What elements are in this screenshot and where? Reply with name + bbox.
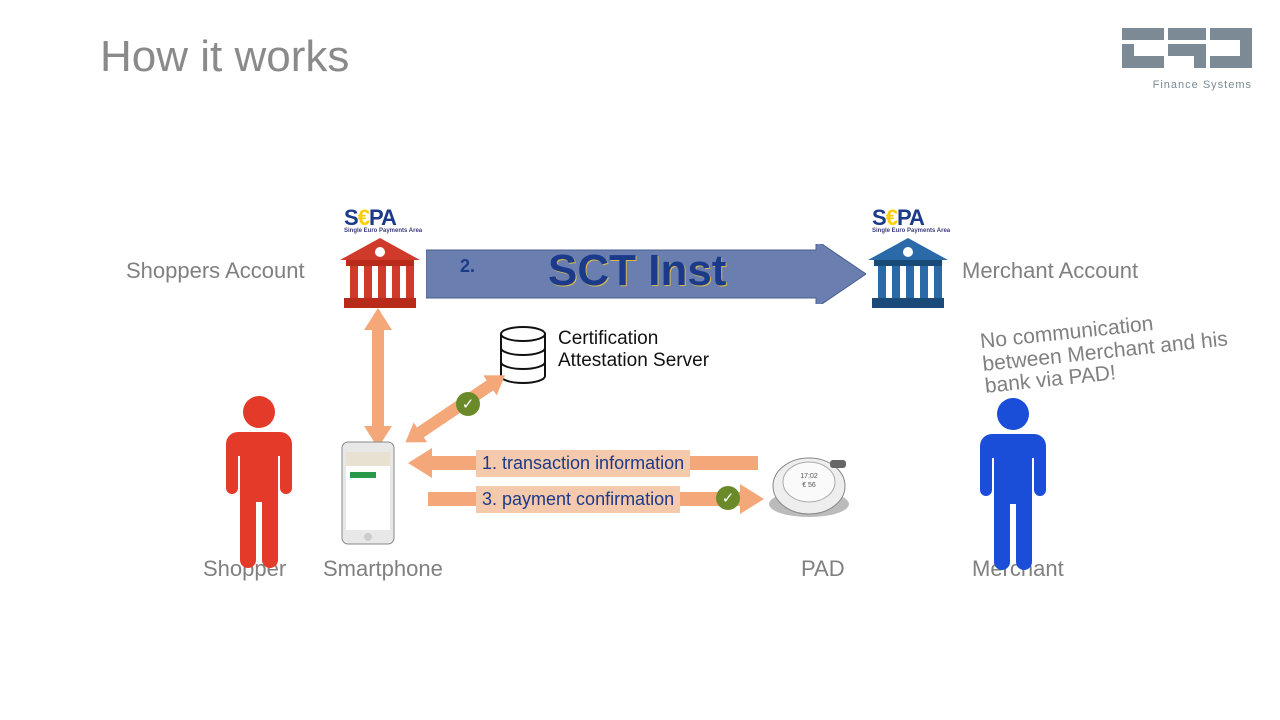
svg-text:€ 56: € 56	[802, 482, 816, 489]
label-smartphone: Smartphone	[323, 556, 443, 582]
step-2-number: 2.	[460, 256, 475, 277]
bank-icon-red	[340, 238, 420, 310]
flow-label-step1: 1. transaction information	[476, 450, 690, 477]
smartphone-icon	[340, 440, 396, 546]
check-icon-confirm: ✓	[716, 486, 740, 510]
sepa-logo-left: S€PA Single Euro Payments Area	[344, 205, 422, 234]
svg-text:17:02: 17:02	[800, 473, 818, 480]
label-shoppers-account: Shoppers Account	[126, 258, 305, 284]
merchant-icon	[976, 396, 1050, 571]
pad-icon: 17:02 € 56	[768, 452, 850, 518]
arrow-phone-server	[398, 368, 518, 458]
shopper-icon	[222, 394, 296, 569]
diagram: Shoppers Account Merchant Account Shoppe…	[0, 0, 1280, 720]
sct-inst-text: SCT Inst	[548, 246, 726, 296]
note-no-communication: No communication between Merchant and hi…	[979, 305, 1235, 399]
sepa-logo-right: S€PA Single Euro Payments Area	[872, 205, 950, 234]
arrow-bank-phone	[360, 308, 396, 448]
label-pad: PAD	[801, 556, 845, 582]
check-icon-server: ✓	[456, 392, 480, 416]
flow-label-step3: 3. payment confirmation	[476, 486, 680, 513]
bank-icon-blue	[868, 238, 948, 310]
server-label: Certification Attestation Server	[558, 328, 709, 372]
label-merchant-account: Merchant Account	[962, 258, 1138, 284]
